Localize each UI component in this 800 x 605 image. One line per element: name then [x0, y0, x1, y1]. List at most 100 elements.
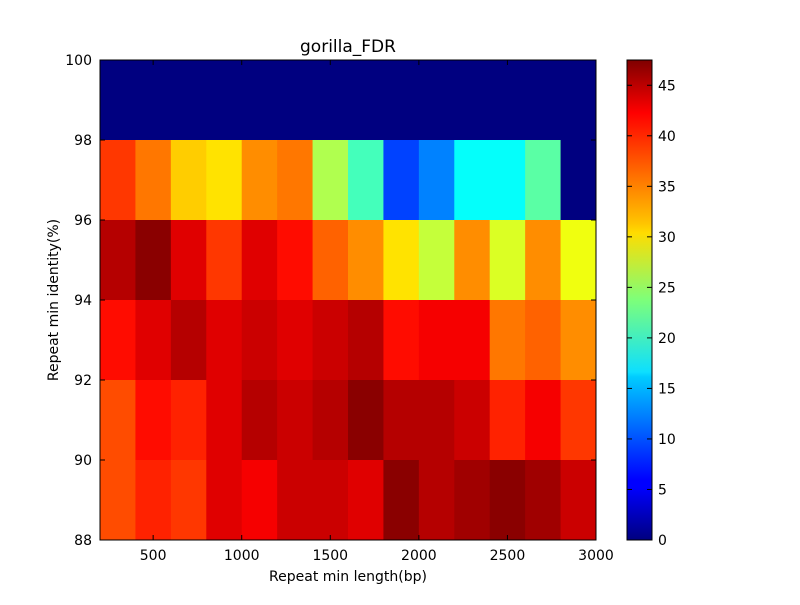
heatmap-cell	[312, 300, 349, 381]
heatmap-cell	[100, 380, 136, 461]
heatmap-cell	[241, 140, 278, 221]
colorbar-tick-label: 20	[658, 331, 676, 347]
heatmap-cell	[525, 220, 562, 301]
heatmap-cell	[348, 60, 384, 141]
heatmap-cell	[489, 460, 526, 541]
x-axis-label: Repeat min length(bp)	[269, 569, 427, 585]
heatmap-cell	[312, 220, 349, 301]
heatmap-cell	[277, 140, 314, 221]
heatmap-cell	[489, 140, 526, 221]
x-tick-label: 1000	[224, 548, 260, 564]
heatmap-cell	[170, 60, 207, 141]
heatmap-cell	[454, 300, 491, 381]
colorbar-tick-label: 35	[658, 179, 676, 195]
x-tick-label: 2000	[401, 548, 437, 564]
chart-title: gorilla_FDR	[300, 37, 396, 57]
heatmap-cell	[418, 60, 455, 141]
heatmap-cell	[100, 460, 136, 541]
heatmap-cell	[418, 300, 455, 381]
heatmap-cell	[560, 300, 597, 381]
heatmap-cell	[383, 140, 420, 221]
heatmap-cell	[383, 460, 420, 541]
heatmap-cell	[312, 140, 349, 221]
heatmap-cell	[100, 60, 136, 141]
heatmap-cell	[454, 460, 491, 541]
heatmap-cell	[489, 300, 526, 381]
heatmap-cell	[170, 460, 207, 541]
y-tick-label: 98	[74, 133, 92, 149]
heatmap-cell	[206, 380, 243, 461]
x-tick-label: 3000	[578, 548, 614, 564]
heatmap-cell	[135, 460, 172, 541]
heatmap-cell	[383, 380, 420, 461]
heatmap-cell	[418, 380, 455, 461]
colorbar-tick-label: 25	[658, 280, 676, 296]
heatmap-cell	[135, 140, 172, 221]
heatmap-cell	[383, 220, 420, 301]
heatmap-cell	[418, 460, 455, 541]
heatmap-cell	[135, 220, 172, 301]
heatmap-cell	[241, 300, 278, 381]
y-tick-label: 90	[74, 453, 92, 469]
heatmap-cell	[560, 220, 597, 301]
heatmap-cell	[206, 60, 243, 141]
y-tick-label: 96	[74, 213, 92, 229]
heatmap-cell	[170, 140, 207, 221]
y-tick-label: 100	[65, 53, 92, 69]
x-tick-label: 1500	[312, 548, 348, 564]
heatmap-cell	[170, 220, 207, 301]
heatmap-cell	[525, 460, 562, 541]
colorbar-tick-label: 45	[658, 78, 676, 94]
colorbar-tick-label: 10	[658, 432, 676, 448]
heatmap-cell	[206, 300, 243, 381]
heatmap-cell	[277, 60, 314, 141]
heatmap-cell	[241, 460, 278, 541]
heatmap-cell	[348, 220, 384, 301]
heatmap-cell	[348, 380, 384, 461]
colorbar-tick-label: 40	[658, 129, 676, 145]
heatmap-cell	[241, 380, 278, 461]
colorbar-tick-label: 15	[658, 381, 676, 397]
heatmap-cell	[560, 460, 597, 541]
heatmap-cell	[454, 60, 491, 141]
heatmap-cell	[383, 300, 420, 381]
heatmap-cell	[560, 140, 597, 221]
heatmap-cell	[525, 60, 562, 141]
heatmap-cell	[525, 380, 562, 461]
heatmap-cell	[241, 220, 278, 301]
heatmap-cell	[206, 140, 243, 221]
heatmap-cell	[135, 60, 172, 141]
heatmap-cell	[348, 140, 384, 221]
heatmap-cell	[170, 380, 207, 461]
colorbar-tick-label: 5	[658, 482, 667, 498]
heatmap-cell	[170, 300, 207, 381]
heatmap-cell	[312, 460, 349, 541]
heatmap-cell	[206, 460, 243, 541]
heatmap-cell	[418, 220, 455, 301]
heatmap-cell	[135, 380, 172, 461]
heatmap-cell	[206, 220, 243, 301]
plot-area: 500 1000 1500 2000 2500 3000 88 90 92 94 96 98 100	[65, 53, 614, 564]
heatmap-cell	[277, 380, 314, 461]
y-axis-label: Repeat min identity(%)	[46, 219, 62, 381]
heatmap-cell	[135, 300, 172, 381]
y-tick-label: 94	[74, 293, 92, 309]
heatmap-cell	[348, 300, 384, 381]
heatmap-cell	[277, 220, 314, 301]
colorbar-tick-label: 30	[658, 230, 676, 246]
heatmap-cell	[100, 300, 136, 381]
heatmap-cell	[489, 60, 526, 141]
colorbar-tick-label: 0	[658, 533, 667, 549]
heatmap-cell	[560, 380, 597, 461]
colorbar: 0 5 10 15 20 25 30 35 40 45	[626, 59, 676, 549]
heatmap-cell	[383, 60, 420, 141]
heatmap-cell	[100, 140, 136, 221]
heatmap-cell	[312, 380, 349, 461]
heatmap-cell	[277, 300, 314, 381]
heatmap-cell	[454, 140, 491, 221]
heatmap-cell	[241, 60, 278, 141]
heatmap-cell	[489, 220, 526, 301]
heatmap-cell	[560, 60, 597, 141]
heatmap-cell	[489, 380, 526, 461]
